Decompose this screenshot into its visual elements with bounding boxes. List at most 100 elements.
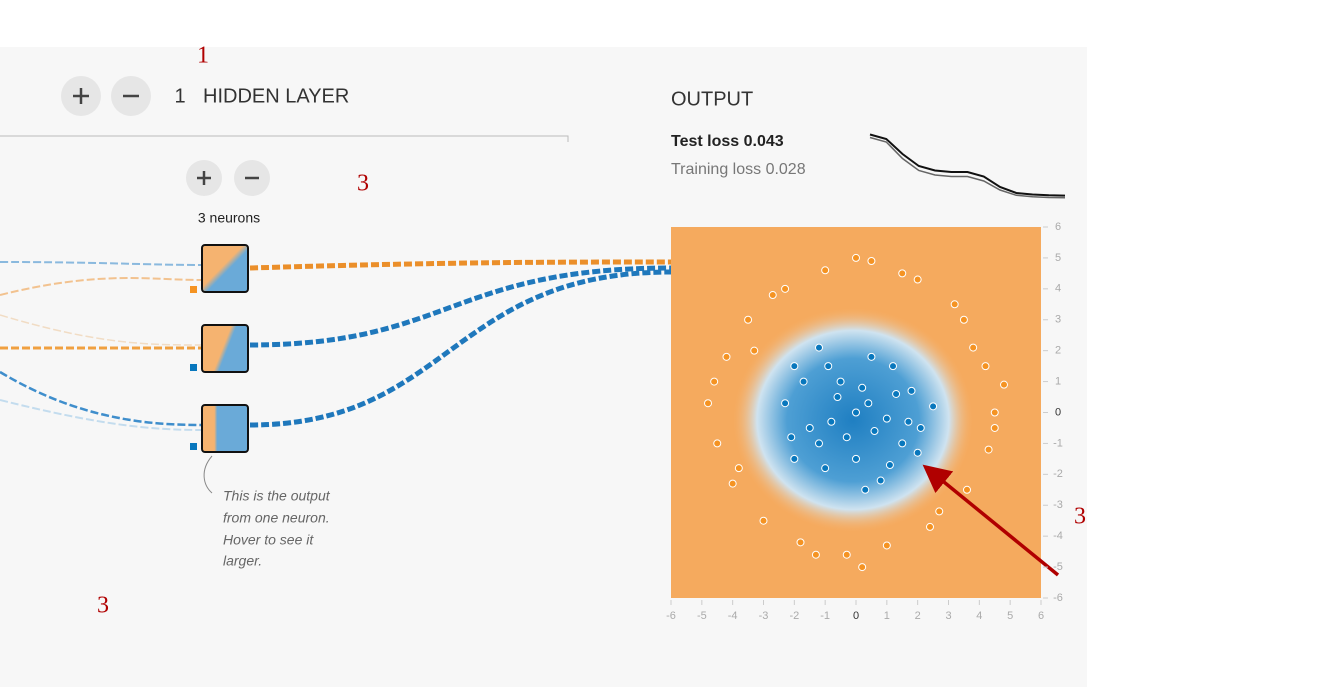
data-point (959, 315, 968, 324)
data-point (790, 362, 799, 371)
x-tick-label: -6 (666, 610, 676, 622)
data-point (852, 408, 860, 417)
x-tick-label: -1 (820, 610, 830, 622)
data-point (898, 269, 907, 278)
data-point (984, 445, 993, 454)
data-point (852, 253, 860, 262)
data-point (728, 479, 737, 488)
data-point (815, 439, 823, 448)
callout-line: from one neuron. (223, 510, 330, 526)
data-point (787, 433, 796, 442)
data-point (861, 485, 870, 494)
annotation: 3 (1074, 504, 1086, 530)
data-point (811, 550, 820, 559)
y-tick-label: -6 (1053, 592, 1063, 604)
y-tick-label: 2 (1055, 345, 1061, 357)
neuron[interactable] (190, 324, 249, 373)
data-point (990, 408, 999, 417)
data-point (882, 414, 891, 423)
data-point (759, 516, 768, 525)
training-loss: Training loss 0.028 (671, 161, 806, 178)
output-title: OUTPUT (671, 88, 753, 110)
data-point (1000, 380, 1008, 389)
data-point (929, 402, 938, 411)
data-point (821, 464, 830, 473)
data-point (913, 275, 922, 284)
y-tick-label: -2 (1053, 468, 1063, 480)
data-point (713, 439, 722, 448)
data-point (710, 377, 719, 386)
x-tick-label: 2 (915, 610, 921, 622)
annotation: 1 (197, 43, 209, 69)
y-tick-label: 3 (1055, 314, 1061, 326)
data-point (898, 439, 907, 448)
add-layer-button[interactable] (61, 76, 101, 116)
x-tick-label: 0 (853, 610, 859, 622)
data-point (882, 541, 891, 550)
callout-line: Hover to see it (223, 532, 314, 548)
data-point (981, 362, 990, 371)
x-tick-label: 5 (1007, 610, 1013, 622)
x-tick-label: -3 (759, 610, 769, 622)
x-tick-label: 6 (1038, 610, 1044, 622)
y-tick-label: 0 (1055, 406, 1061, 418)
data-point (969, 343, 978, 352)
loss-curve (869, 136, 1066, 199)
data-point (815, 343, 823, 352)
callout-line: larger. (223, 553, 262, 569)
data-point (864, 399, 873, 408)
data-point (852, 454, 860, 463)
add-neuron-button[interactable] (186, 160, 222, 196)
data-point (990, 423, 999, 432)
data-point (790, 454, 799, 463)
loss-curve (869, 133, 1066, 197)
x-tick-label: -4 (728, 610, 738, 622)
x-tick-label: -2 (789, 610, 799, 622)
y-tick-label: 4 (1055, 283, 1061, 295)
data-point (799, 377, 808, 386)
x-tick-label: 4 (976, 610, 982, 622)
data-point (805, 423, 814, 432)
data-point (867, 352, 876, 361)
annotation: 3 (97, 593, 109, 619)
data-point (842, 550, 851, 559)
data-point (824, 362, 833, 371)
remove-neuron-button[interactable] (234, 160, 270, 196)
neuron[interactable] (190, 244, 249, 293)
y-tick-label: -5 (1053, 561, 1063, 573)
layer-label: HIDDEN LAYER (203, 85, 349, 107)
data-point (833, 393, 842, 402)
remove-layer-button[interactable] (111, 76, 151, 116)
data-point (768, 291, 777, 300)
callout-line: This is the output (223, 488, 331, 504)
data-point (916, 423, 925, 432)
neuron[interactable] (190, 404, 249, 453)
data-point (885, 461, 894, 470)
divider (0, 135, 569, 142)
data-point (704, 399, 712, 408)
neuron-count: 3 neurons (198, 210, 260, 226)
y-tick-label: 6 (1055, 221, 1061, 233)
y-tick-label: 5 (1055, 252, 1061, 264)
data-point (836, 377, 845, 386)
data-point (858, 383, 867, 392)
test-loss: Test loss 0.043 (671, 133, 784, 150)
data-point (889, 362, 897, 371)
decision-region (733, 308, 973, 532)
data-point (904, 417, 913, 426)
data-point (734, 464, 743, 473)
data-point (796, 538, 805, 547)
callout: This is the output from one neuron. Hove… (223, 488, 331, 569)
data-point (913, 448, 922, 457)
data-point (935, 507, 944, 516)
data-point (926, 522, 934, 531)
y-tick-label: 1 (1055, 375, 1061, 387)
data-point (781, 284, 790, 293)
data-point (963, 485, 971, 494)
y-tick-label: -1 (1053, 437, 1063, 449)
layer-count: 1 (174, 85, 185, 107)
x-tick-label: 1 (884, 610, 890, 622)
callout-arrow (203, 455, 213, 494)
data-point (950, 300, 959, 309)
